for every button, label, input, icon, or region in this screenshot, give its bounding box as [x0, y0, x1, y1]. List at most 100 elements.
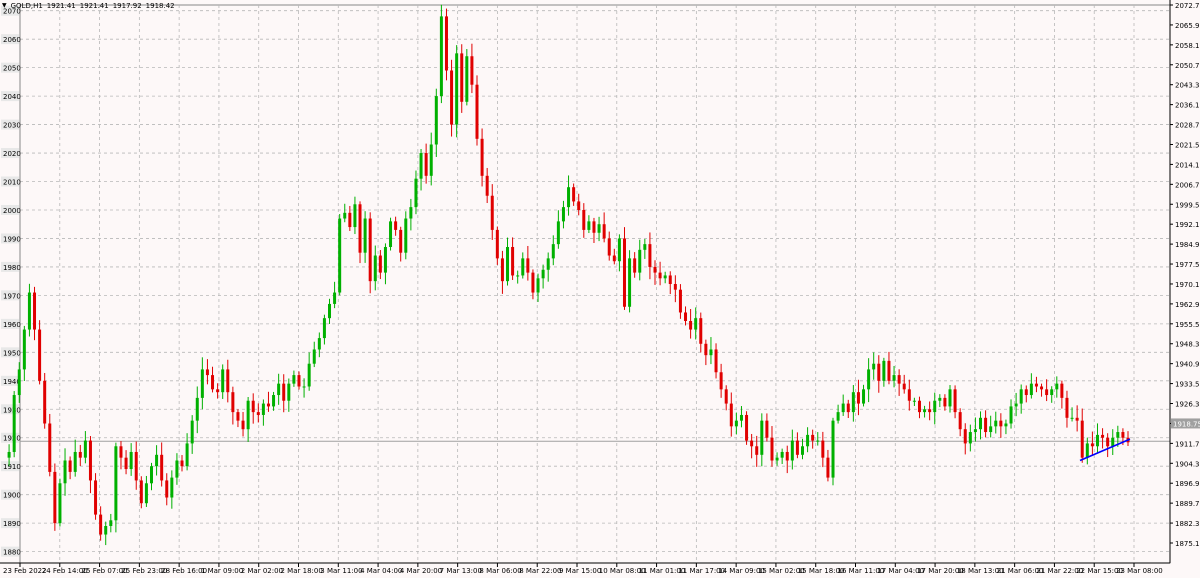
- candle: [1034, 376, 1038, 393]
- candle: [689, 308, 693, 339]
- candle: [739, 406, 743, 428]
- candle: [241, 411, 245, 437]
- candle: [612, 248, 616, 265]
- time-tick-label: 18 Mar 13:00: [957, 567, 1004, 575]
- candle: [383, 243, 387, 285]
- candle: [511, 237, 515, 280]
- candle-body: [205, 369, 209, 376]
- candle: [897, 369, 901, 396]
- candle-body: [678, 289, 682, 313]
- candle: [882, 357, 886, 387]
- candle: [826, 449, 830, 482]
- candle-body: [1095, 434, 1099, 447]
- candle-body: [663, 275, 667, 279]
- candle-body: [353, 204, 357, 228]
- candle-body: [862, 389, 866, 404]
- candle-body: [607, 238, 611, 256]
- candle: [175, 453, 179, 485]
- candle: [551, 235, 555, 266]
- candle-body: [811, 434, 815, 441]
- candle: [17, 362, 21, 403]
- trendline[interactable]: [1079, 438, 1131, 462]
- candle: [439, 4, 443, 104]
- chevron-down-icon[interactable]: ▼: [2, 2, 7, 9]
- candle: [1045, 379, 1049, 402]
- candle: [485, 167, 489, 204]
- candle: [180, 455, 184, 472]
- candle: [170, 470, 174, 509]
- candle-body: [399, 229, 403, 253]
- candle: [160, 442, 164, 487]
- left-tick-bg: [1, 5, 19, 16]
- candle: [989, 415, 993, 438]
- candle: [302, 378, 306, 398]
- candle-body: [1060, 383, 1064, 398]
- candle-body: [78, 451, 82, 458]
- candle: [994, 411, 998, 434]
- candle-body: [765, 420, 769, 438]
- candle: [490, 184, 494, 240]
- candle-body: [770, 437, 774, 461]
- candle: [414, 170, 418, 215]
- candle: [272, 391, 276, 411]
- candle-body: [1116, 432, 1120, 438]
- candle: [973, 417, 977, 442]
- candle-body: [561, 207, 565, 222]
- candle-body: [165, 480, 169, 498]
- left-tick-bg: [1, 375, 19, 386]
- candle-body: [994, 420, 998, 427]
- candle: [704, 339, 708, 366]
- candle: [1060, 380, 1064, 409]
- right-tick-label: 1911.77: [1175, 440, 1200, 448]
- candle: [948, 385, 952, 413]
- candle-body: [724, 389, 728, 404]
- candle: [572, 183, 576, 206]
- left-tick-label: 2030: [3, 122, 21, 130]
- candle-body: [429, 144, 433, 176]
- candle: [678, 284, 682, 319]
- candle-body: [882, 360, 886, 381]
- left-tick-label: 1900: [3, 492, 21, 500]
- candle: [795, 432, 799, 459]
- candle: [775, 452, 779, 466]
- candle-body: [521, 258, 525, 276]
- candle-body: [317, 338, 321, 350]
- right-tick-label: 1882.37: [1175, 520, 1200, 528]
- candle: [83, 431, 87, 464]
- candle-body: [266, 403, 270, 407]
- candle-body: [439, 16, 443, 97]
- candle: [429, 132, 433, 186]
- candle-body: [1121, 432, 1125, 438]
- candle: [38, 320, 42, 385]
- candle: [124, 450, 128, 475]
- candle: [328, 298, 332, 324]
- right-tick-label: 1889.77: [1175, 500, 1200, 508]
- candle: [979, 411, 983, 440]
- candle-body: [689, 321, 693, 330]
- left-tick-bg: [1, 91, 19, 102]
- candle-body: [460, 53, 464, 102]
- candle-body: [526, 258, 530, 273]
- candle: [119, 441, 123, 470]
- time-tick-label: 21 Mar 22:00: [1036, 567, 1083, 575]
- candle-body: [444, 16, 448, 71]
- candle-body: [506, 246, 510, 282]
- candle-body: [1014, 403, 1018, 407]
- candle: [73, 439, 77, 477]
- candle-body: [363, 218, 367, 253]
- candle-body: [800, 446, 804, 455]
- candle-body: [1055, 383, 1059, 390]
- candle: [923, 405, 927, 418]
- right-tick-label: 1940.97: [1175, 361, 1200, 369]
- candle-body: [653, 266, 657, 273]
- candle: [1009, 399, 1013, 429]
- right-price-axis[interactable]: 2072.77 2065.97 2058.17 2050.77 2043.37 2036.…: [1169, 0, 1200, 563]
- right-tick-label: 1875.17: [1175, 540, 1200, 548]
- candle: [699, 312, 703, 353]
- candle-body: [511, 246, 515, 276]
- candle-body: [602, 224, 606, 239]
- candle: [317, 332, 321, 358]
